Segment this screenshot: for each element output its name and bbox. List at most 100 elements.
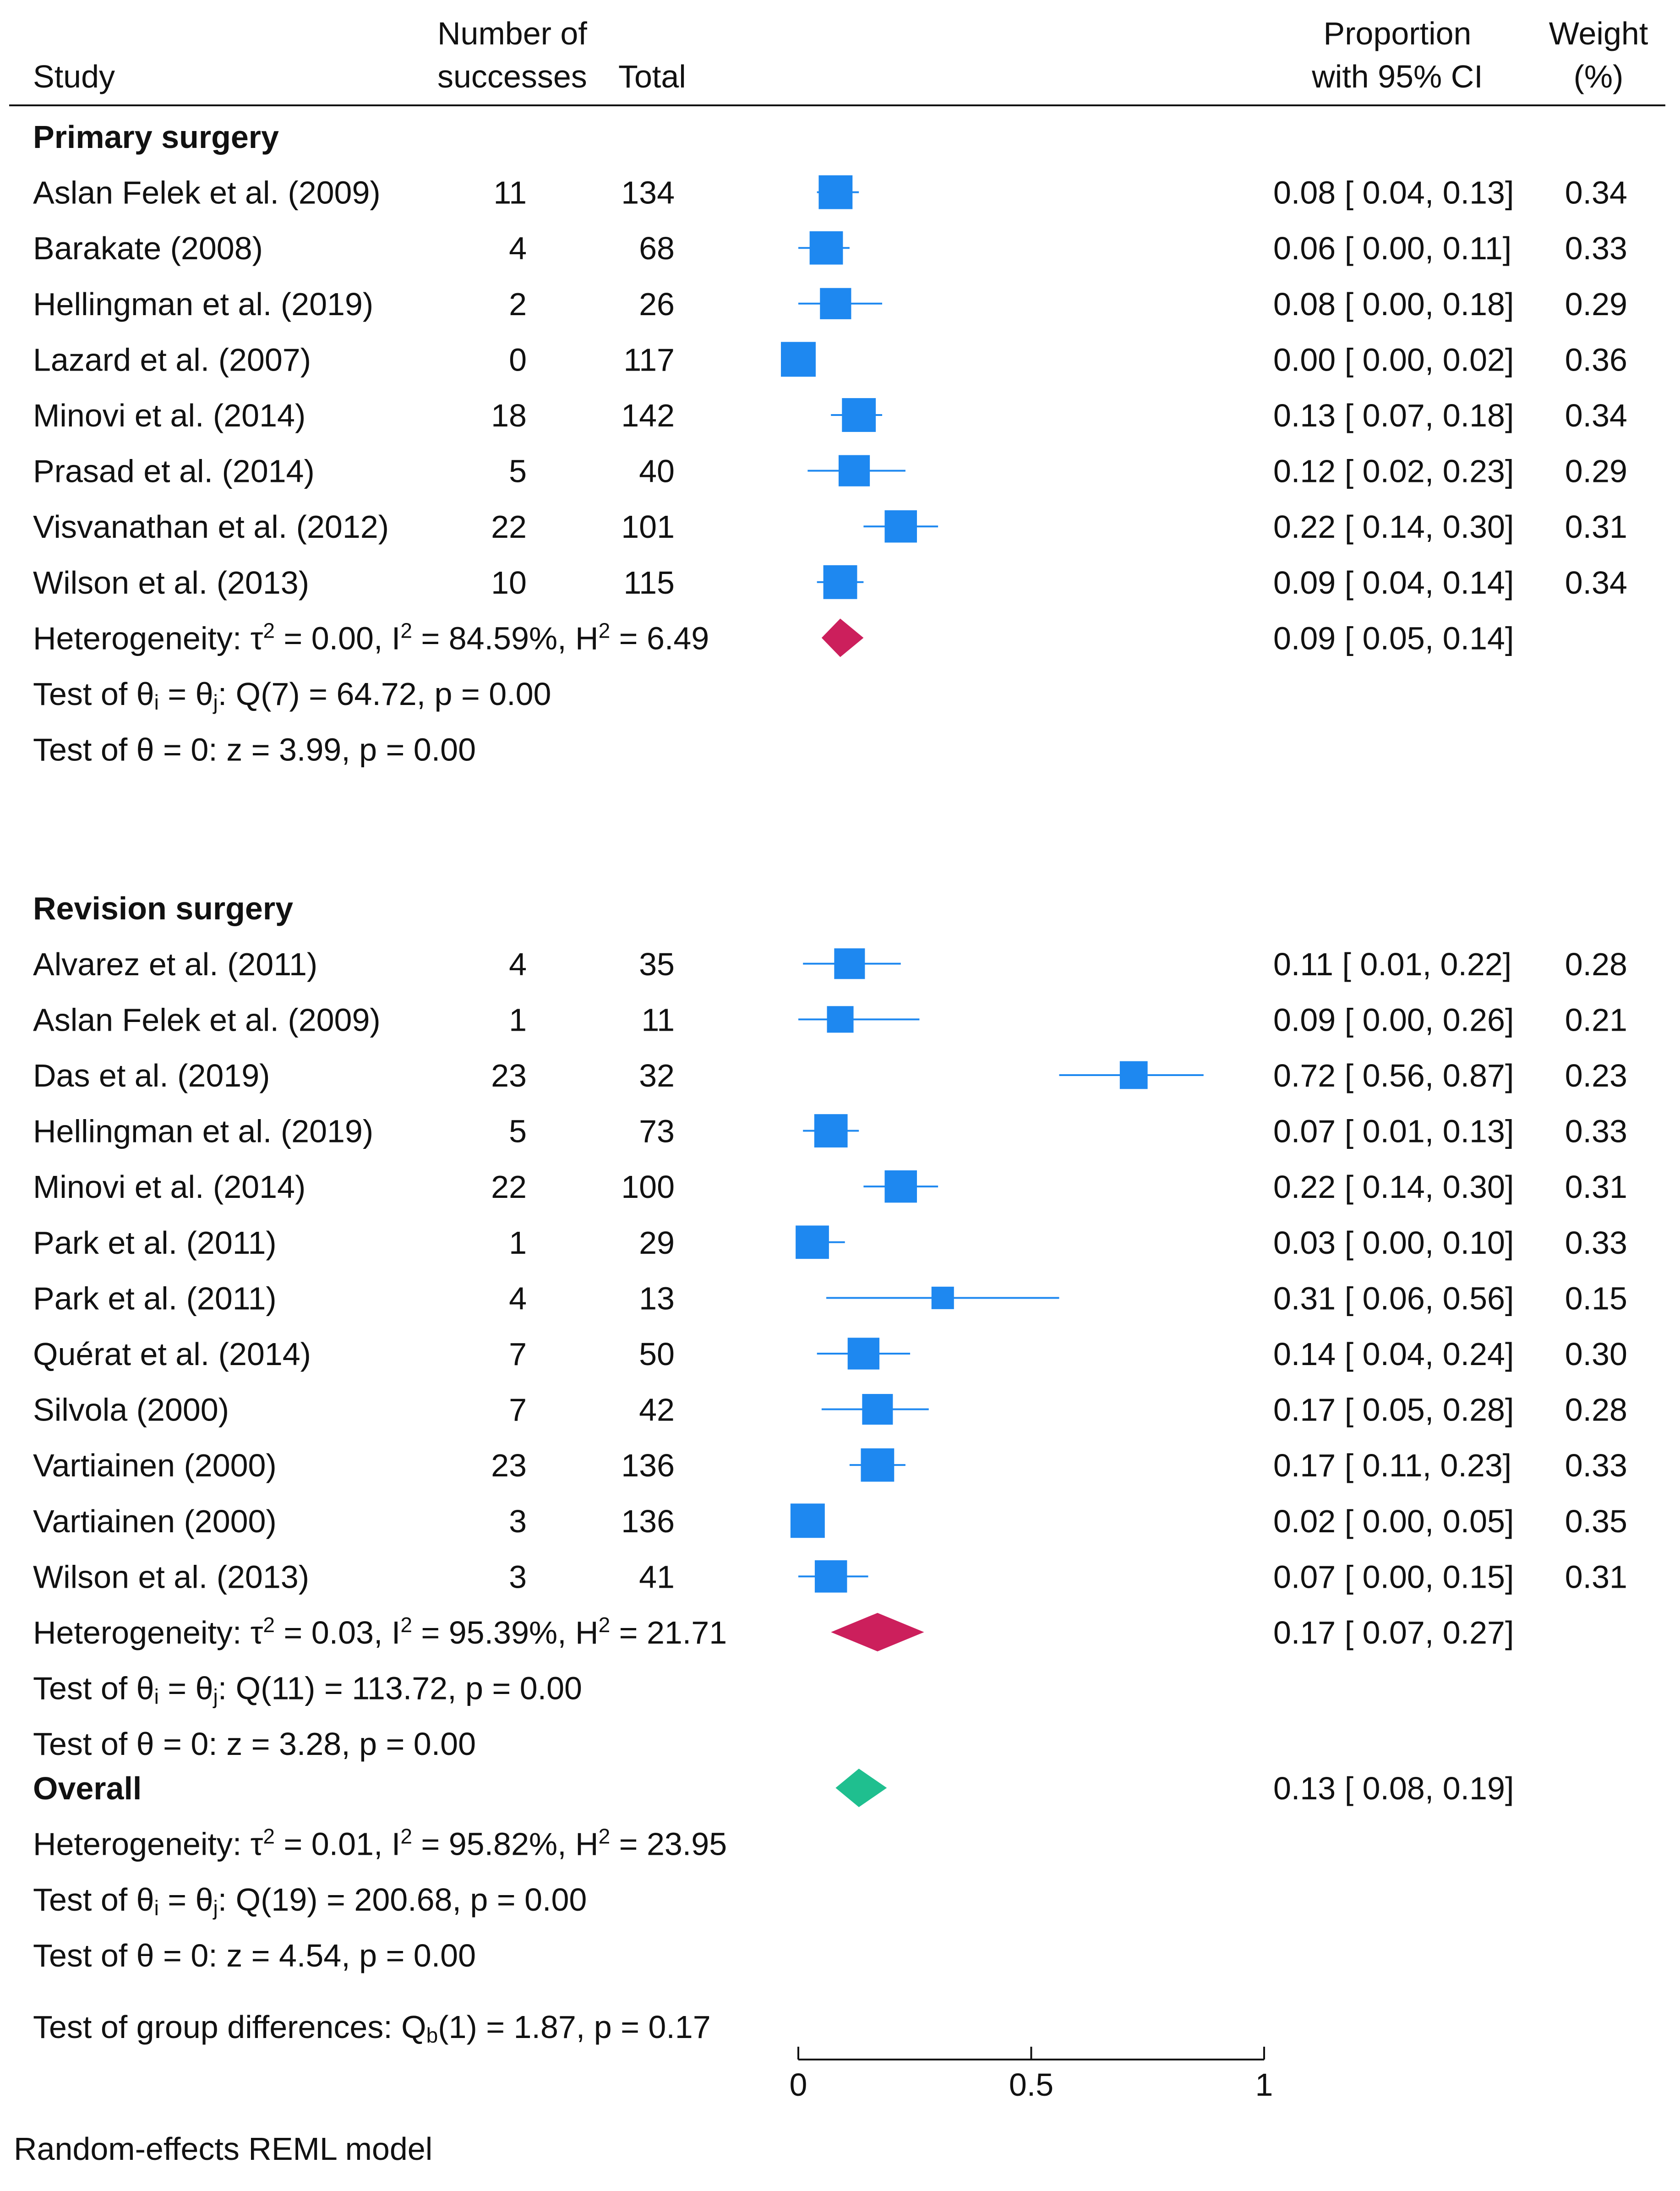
x-tick-label-2: 1 [1255, 2067, 1273, 2103]
study-total-g0-study-6: 101 [621, 509, 675, 545]
study-successes-g1-study-2: 23 [491, 1058, 527, 1093]
study-total-g0-study-3: 117 [623, 342, 675, 377]
study-name-g0-study-7: Wilson et al. (2013) [33, 565, 309, 601]
weight-g1-study-7: 0.30 [1565, 1336, 1627, 1372]
study-name-g0-study-4: Minovi et al. (2014) [33, 398, 305, 433]
study-name-g1-study-5: Park et al. (2011) [33, 1225, 277, 1261]
header-successes-line2: successes [437, 59, 587, 94]
group-q-test-0: Test of θi = θj: Q(7) = 64.72, p = 0.00 [33, 676, 551, 714]
group-ci-text-1: 0.17 [ 0.07, 0.27] [1273, 1615, 1514, 1650]
study-successes-g1-study-7: 7 [509, 1336, 527, 1372]
weight-g1-study-10: 0.35 [1565, 1503, 1627, 1539]
study-total-g0-study-1: 68 [639, 230, 675, 266]
group-z-test-1: Test of θ = 0: z = 3.28, p = 0.00 [33, 1726, 476, 1762]
study-successes-g0-study-0: 11 [493, 175, 527, 211]
header-ci-line1: Proportion [1324, 16, 1472, 51]
study-total-g1-study-3: 73 [639, 1114, 675, 1149]
point-square-g0-study-1 [809, 231, 843, 265]
study-total-g1-study-0: 35 [639, 946, 675, 982]
group-z-test-0: Test of θ = 0: z = 3.99, p = 0.00 [33, 732, 476, 768]
group-difference-test: Test of group differences: Qb(1) = 1.87,… [33, 2009, 711, 2047]
study-total-g1-study-6: 13 [639, 1280, 675, 1316]
group-ci-text-0: 0.09 [ 0.05, 0.14] [1273, 620, 1514, 656]
study-total-g0-study-4: 142 [621, 398, 675, 433]
ci-text-g1-study-2: 0.72 [ 0.56, 0.87] [1273, 1058, 1514, 1093]
overall-z-test: Test of θ = 0: z = 4.54, p = 0.00 [33, 1938, 476, 1973]
study-total-g0-study-2: 26 [639, 286, 675, 322]
ci-text-g0-study-5: 0.12 [ 0.02, 0.23] [1273, 453, 1514, 489]
study-name-g1-study-2: Das et al. (2019) [33, 1058, 270, 1093]
study-total-g1-study-2: 32 [639, 1058, 675, 1093]
weight-g1-study-5: 0.33 [1565, 1225, 1627, 1261]
weight-g0-study-0: 0.34 [1565, 175, 1627, 211]
group-diamond-1 [831, 1612, 924, 1651]
weight-g0-study-2: 0.29 [1565, 286, 1627, 322]
point-square-g0-study-6 [884, 510, 917, 543]
study-name-g0-study-0: Aslan Felek et al. (2009) [33, 175, 381, 211]
study-total-g1-study-11: 41 [639, 1559, 675, 1595]
study-name-g0-study-6: Visvanathan et al. (2012) [33, 509, 389, 545]
overall-ci-text: 0.13 [ 0.08, 0.19] [1273, 1770, 1514, 1806]
ci-text-g0-study-1: 0.06 [ 0.00, 0.11] [1273, 230, 1511, 266]
study-name-g0-study-2: Hellingman et al. (2019) [33, 286, 373, 322]
weight-g0-study-3: 0.36 [1565, 342, 1627, 377]
ci-text-g1-study-3: 0.07 [ 0.01, 0.13] [1273, 1114, 1514, 1149]
ci-text-g1-study-11: 0.07 [ 0.00, 0.15] [1273, 1559, 1514, 1595]
point-square-g1-study-4 [884, 1170, 917, 1203]
ci-text-g1-study-10: 0.02 [ 0.00, 0.05] [1273, 1503, 1514, 1539]
study-total-g1-study-9: 136 [621, 1448, 675, 1483]
weight-g0-study-6: 0.31 [1565, 509, 1627, 545]
weight-g0-study-5: 0.29 [1565, 453, 1627, 489]
study-name-g0-study-5: Prasad et al. (2014) [33, 453, 315, 489]
point-square-g1-study-6 [931, 1286, 954, 1309]
point-square-g1-study-3 [814, 1114, 848, 1147]
study-total-g0-study-5: 40 [639, 453, 675, 489]
point-square-g1-study-5 [796, 1225, 829, 1259]
ci-text-g0-study-6: 0.22 [ 0.14, 0.30] [1273, 509, 1514, 545]
study-name-g1-study-9: Vartiainen (2000) [33, 1448, 277, 1483]
study-successes-g1-study-10: 3 [509, 1503, 527, 1539]
x-tick-label-1: 0.5 [1009, 2067, 1053, 2103]
study-name-g1-study-4: Minovi et al. (2014) [33, 1169, 305, 1205]
ci-text-g1-study-9: 0.17 [ 0.11, 0.23] [1273, 1448, 1511, 1483]
study-successes-g1-study-1: 1 [509, 1002, 527, 1038]
ci-text-g1-study-4: 0.22 [ 0.14, 0.30] [1273, 1169, 1514, 1205]
study-successes-g1-study-0: 4 [509, 946, 527, 982]
group-label-1: Revision surgery [33, 891, 293, 926]
header-weight-line2: (%) [1574, 59, 1624, 94]
weight-g1-study-4: 0.31 [1565, 1169, 1627, 1205]
point-square-g0-study-0 [818, 175, 853, 209]
overall-heterogeneity: Heterogeneity: τ2 = 0.01, I2 = 95.82%, H… [33, 1824, 727, 1862]
study-total-g0-study-0: 134 [621, 175, 675, 211]
study-total-g1-study-7: 50 [639, 1336, 675, 1372]
ci-text-g1-study-1: 0.09 [ 0.00, 0.26] [1273, 1002, 1514, 1038]
weight-g1-study-2: 0.23 [1565, 1058, 1627, 1093]
header-total: Total [618, 59, 686, 94]
point-square-g0-study-5 [838, 455, 870, 486]
study-name-g1-study-1: Aslan Felek et al. (2009) [33, 1002, 381, 1038]
study-name-g0-study-1: Barakate (2008) [33, 230, 263, 266]
ci-text-g1-study-5: 0.03 [ 0.00, 0.10] [1273, 1225, 1514, 1261]
header-successes-line1: Number of [437, 16, 587, 51]
header-study: Study [33, 59, 115, 94]
point-square-g1-study-7 [847, 1338, 880, 1370]
study-successes-g0-study-6: 22 [491, 509, 527, 545]
study-successes-g0-study-1: 4 [509, 230, 527, 266]
point-square-g1-study-11 [814, 1560, 847, 1593]
header-ci-line2: with 95% CI [1311, 59, 1483, 94]
point-square-g1-study-8 [862, 1394, 893, 1425]
ci-text-g0-study-4: 0.13 [ 0.07, 0.18] [1273, 398, 1514, 433]
study-total-g1-study-10: 136 [621, 1503, 675, 1539]
study-successes-g1-study-5: 1 [509, 1225, 527, 1261]
header-weight-line1: Weight [1549, 16, 1648, 51]
ci-text-g1-study-6: 0.31 [ 0.06, 0.56] [1273, 1280, 1514, 1316]
footnote: Random-effects REML model [14, 2131, 432, 2167]
weight-g1-study-0: 0.28 [1565, 946, 1627, 982]
point-square-g1-study-10 [790, 1503, 825, 1538]
point-square-g1-study-0 [834, 948, 865, 979]
study-total-g1-study-5: 29 [639, 1225, 675, 1261]
study-successes-g1-study-6: 4 [509, 1280, 527, 1316]
study-name-g1-study-8: Silvola (2000) [33, 1392, 229, 1428]
study-successes-g1-study-3: 5 [509, 1114, 527, 1149]
